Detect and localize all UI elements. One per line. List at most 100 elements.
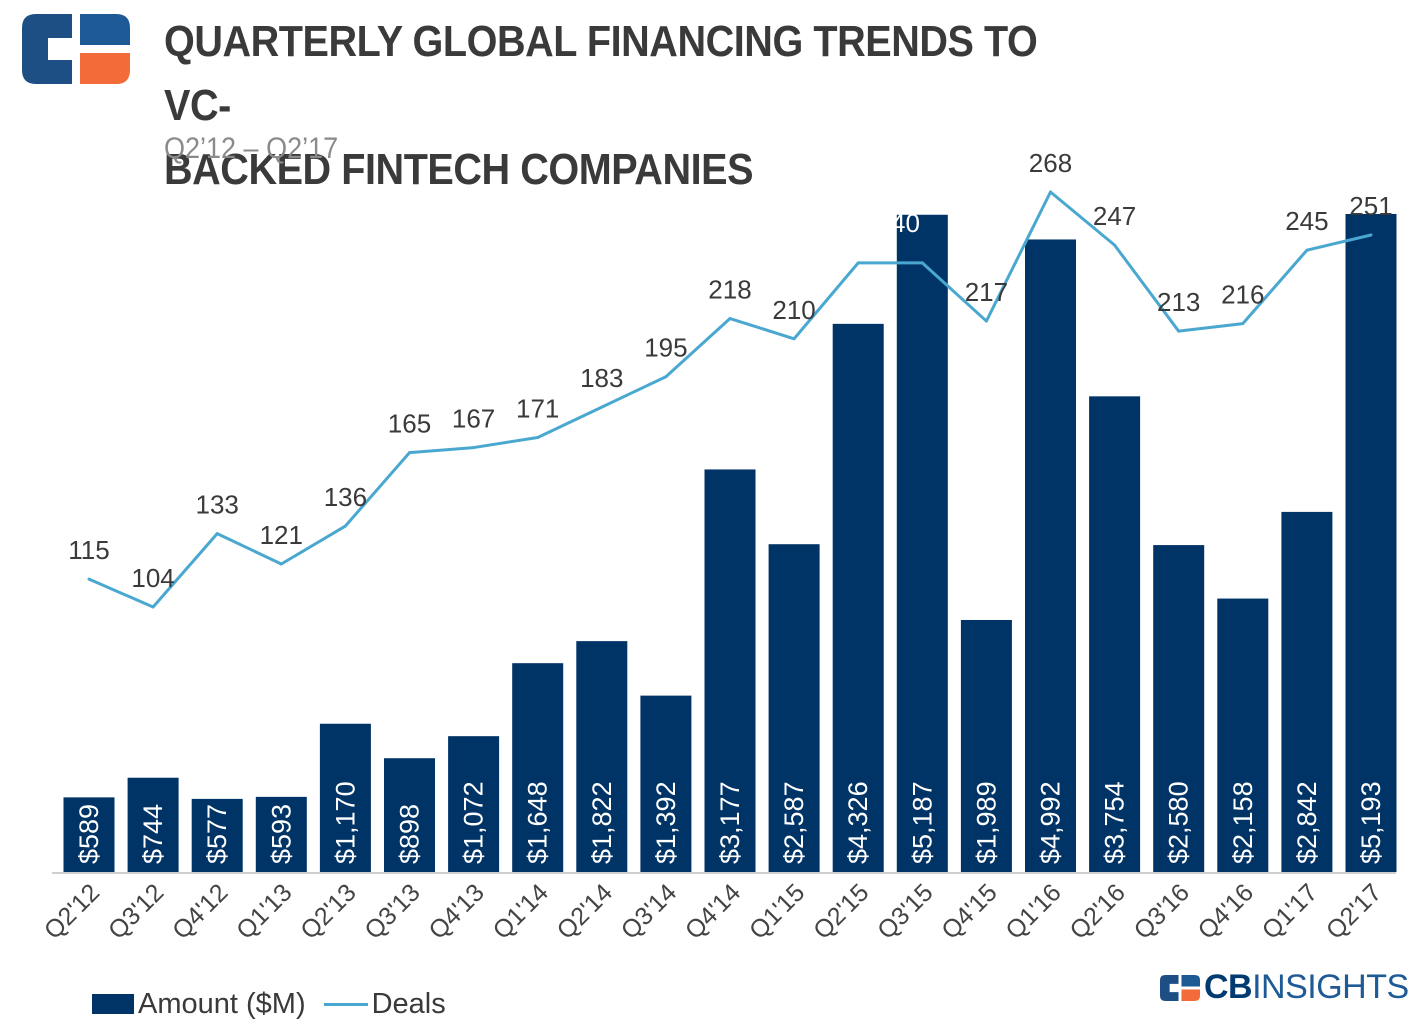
deals-value-label: 171 xyxy=(516,393,559,423)
deals-value-label: 245 xyxy=(1285,206,1328,236)
deals-point xyxy=(536,435,540,439)
bar-value-label: $1,822 xyxy=(587,781,617,864)
bar-amount xyxy=(1089,396,1141,872)
deals-point xyxy=(215,532,219,536)
x-tick-label: Q3'14 xyxy=(616,878,682,944)
x-tick-label: Q4'12 xyxy=(167,878,233,944)
deals-value-label: 133 xyxy=(196,490,239,520)
bar-value-label: $1,648 xyxy=(523,781,553,864)
bar-amount xyxy=(640,695,692,872)
bar-value-label: $5,187 xyxy=(907,781,937,864)
bar-amount xyxy=(576,641,628,872)
deals-value-label: 268 xyxy=(1029,148,1072,178)
deals-point xyxy=(1241,322,1245,326)
bar-value-label: $2,580 xyxy=(1164,781,1194,864)
deals-value-label: 217 xyxy=(965,277,1008,307)
bar-amount xyxy=(768,544,820,872)
cbinsights-logo-icon xyxy=(22,14,130,84)
x-tick-label: Q2'12 xyxy=(39,878,105,944)
deals-point xyxy=(856,261,860,265)
x-tick-label: Q2'17 xyxy=(1321,878,1387,944)
x-tick-label: Q3'16 xyxy=(1129,878,1195,944)
legend-amount-swatch xyxy=(92,994,134,1014)
x-tick-label: Q1'17 xyxy=(1257,878,1323,944)
brand-wordmark: CB INSIGHTS xyxy=(1160,968,1409,1007)
bar-value-label: $1,989 xyxy=(971,781,1001,864)
deals-value-label: 240 xyxy=(877,208,920,238)
bar-value-label: $5,193 xyxy=(1356,781,1386,864)
bar-amount xyxy=(1025,239,1076,873)
bar-amount xyxy=(384,758,435,872)
bar-value-label: $4,326 xyxy=(843,781,873,864)
x-tick-label: Q2'16 xyxy=(1064,878,1130,944)
bar-value-label: $744 xyxy=(138,804,168,864)
bar-value-label: $589 xyxy=(74,804,104,864)
bar-amount xyxy=(960,619,1012,872)
bar-value-label: $2,587 xyxy=(779,781,809,864)
deals-point xyxy=(920,261,924,265)
deals-point xyxy=(1305,248,1309,252)
chart-title: QUARTERLY GLOBAL FINANCING TRENDS TO VC-… xyxy=(164,10,1064,202)
x-tick-label: Q1'16 xyxy=(1000,878,1066,944)
x-tick-label: Q1'14 xyxy=(488,878,554,944)
chart-subtitle: Q2’12 – Q2’17 xyxy=(164,132,339,165)
deals-point xyxy=(151,605,155,609)
bar-amount xyxy=(1281,511,1333,872)
bar-amount xyxy=(191,798,243,872)
bar-value-label: $1,170 xyxy=(330,781,360,864)
deals-value-label: 195 xyxy=(644,333,687,363)
bar-amount xyxy=(319,723,371,872)
bar-amount xyxy=(255,796,307,872)
deals-point xyxy=(279,562,283,566)
deals-value-label: 213 xyxy=(1157,287,1200,317)
bar-amount xyxy=(832,323,884,873)
deals-value-label: 165 xyxy=(388,409,431,439)
bar-value-label: $898 xyxy=(395,804,425,864)
x-tick-label: Q2'14 xyxy=(552,878,618,944)
x-tick-label: Q4'15 xyxy=(936,878,1002,944)
deals-point xyxy=(87,577,91,581)
bar-value-label: $3,177 xyxy=(715,781,745,864)
legend-amount-label: Amount ($M) xyxy=(138,987,306,1020)
deals-value-label: 121 xyxy=(260,520,303,550)
legend: Amount ($M) Deals xyxy=(92,984,446,1024)
bar-amount xyxy=(512,663,564,872)
deals-value-label: 251 xyxy=(1349,191,1392,221)
bar-amount xyxy=(1153,545,1205,872)
x-tick-label: Q4'14 xyxy=(680,878,746,944)
deals-point xyxy=(408,451,411,455)
deals-point xyxy=(1113,243,1117,247)
bar-amount xyxy=(63,797,115,872)
chart-title-line-2: BACKED FINTECH COMPANIES xyxy=(164,145,754,194)
deals-value-label: 104 xyxy=(131,563,174,593)
brand-cb-text: CB xyxy=(1204,968,1253,1006)
deals-point xyxy=(664,375,668,379)
deals-point xyxy=(1177,329,1181,333)
brand-insights-text: INSIGHTS xyxy=(1252,968,1409,1006)
bar-amount xyxy=(1217,598,1269,872)
bar-value-label: $593 xyxy=(266,804,296,864)
x-tick-label: Q2'13 xyxy=(295,878,361,944)
deals-value-label: 216 xyxy=(1221,280,1264,310)
bar-value-label: $2,158 xyxy=(1228,781,1258,864)
bar-amount xyxy=(1345,214,1397,872)
deals-value-label: 247 xyxy=(1093,201,1136,231)
deals-point xyxy=(792,337,796,341)
x-tick-label: Q3'13 xyxy=(359,878,425,944)
x-tick-label: Q3'12 xyxy=(103,878,169,944)
legend-deals-swatch xyxy=(323,1002,368,1006)
deals-value-label: 167 xyxy=(452,404,495,434)
deals-value-label: 136 xyxy=(324,482,367,512)
bar-value-label: $3,754 xyxy=(1100,781,1130,864)
legend-deals-label: Deals xyxy=(371,987,446,1020)
deals-point xyxy=(600,405,604,409)
brand-logo-icon xyxy=(1160,974,1200,1001)
x-tick-label: Q4'16 xyxy=(1193,878,1259,944)
deals-point xyxy=(984,319,988,323)
x-tick-label: Q1'13 xyxy=(231,878,297,944)
deals-point xyxy=(1049,190,1052,194)
x-tick-label: Q4'13 xyxy=(423,878,489,944)
deals-value-label: 218 xyxy=(708,275,751,305)
bar-amount xyxy=(448,736,500,872)
